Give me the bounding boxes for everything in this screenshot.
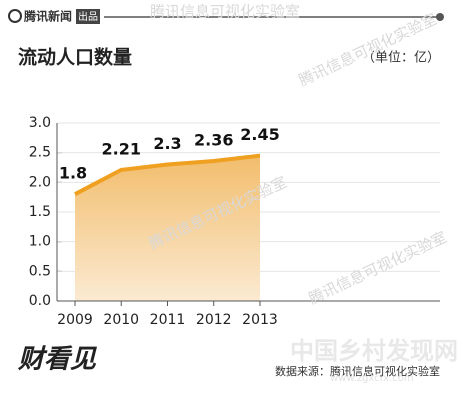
y-tick-label: 2.5 bbox=[29, 145, 51, 161]
site-watermark: 中国乡村发现网 bbox=[290, 337, 458, 365]
y-tick-label: 2.0 bbox=[29, 174, 51, 190]
site-url: www.zgxcfx.com bbox=[330, 373, 414, 384]
y-tick-label: 0.5 bbox=[29, 263, 51, 279]
data-label: 2.3 bbox=[153, 134, 181, 153]
x-tick-label: 2012 bbox=[196, 312, 232, 328]
brand: 腾讯新闻 bbox=[23, 9, 72, 24]
watermark: 腾讯信息可视化实验室 bbox=[150, 3, 300, 21]
y-tick-label: 0.0 bbox=[29, 293, 51, 309]
badge-bg bbox=[76, 9, 100, 24]
line bbox=[74, 153, 261, 196]
watermark: 腾讯信息可视化实验室 bbox=[306, 228, 450, 308]
data-label: 2.21 bbox=[102, 139, 141, 158]
chart-title: 流动人口数量 bbox=[18, 46, 132, 69]
x-tick-label: 2011 bbox=[150, 312, 186, 328]
logo: 财看见 bbox=[17, 345, 97, 375]
data-label: 2.45 bbox=[240, 125, 279, 144]
unit-label: （单位：亿） bbox=[362, 51, 440, 66]
x-tick-label: 2013 bbox=[242, 312, 278, 328]
source: 数据来源：腾讯信息可视化实验室 bbox=[275, 364, 440, 378]
y-tick-label: 3.0 bbox=[29, 115, 51, 131]
data-label: 1.8 bbox=[59, 164, 87, 183]
y-tick-label: 1.5 bbox=[29, 204, 51, 220]
brand-icon bbox=[8, 9, 22, 23]
area bbox=[75, 155, 260, 301]
data-label: 2.36 bbox=[194, 130, 233, 149]
x-tick-label: 2010 bbox=[103, 312, 139, 328]
x-tick-label: 2009 bbox=[57, 312, 93, 328]
header-dot bbox=[436, 13, 444, 21]
badge: 出品 bbox=[78, 10, 98, 23]
y-tick-label: 1.0 bbox=[29, 234, 51, 250]
